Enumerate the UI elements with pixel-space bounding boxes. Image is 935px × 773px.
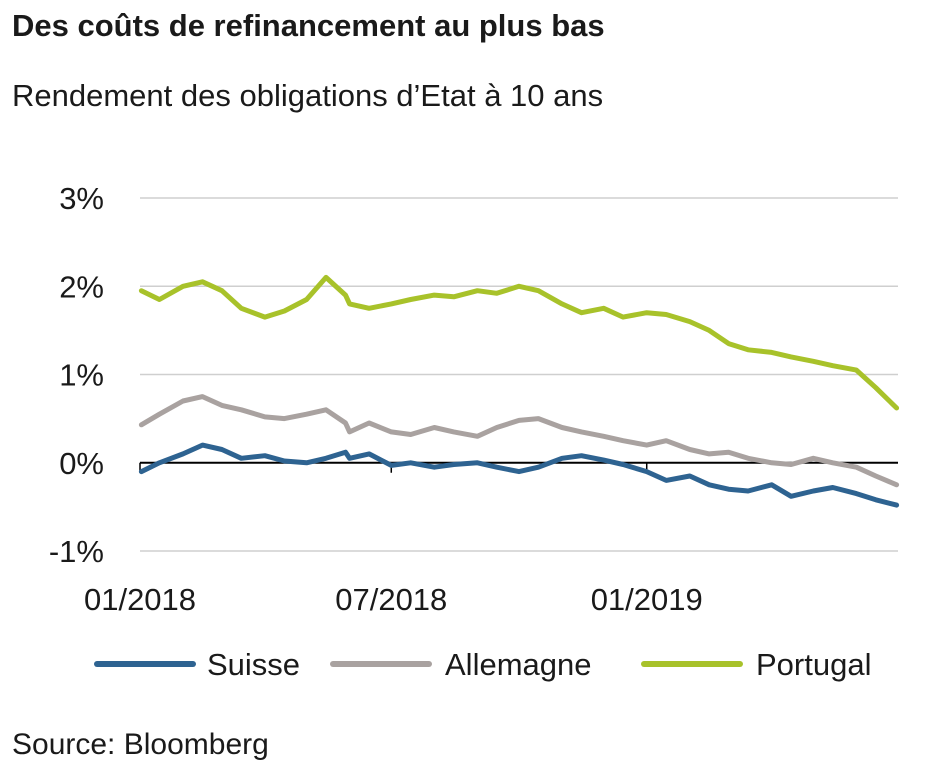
series-lines [138,274,900,508]
legend-label-portugal: Portugal [756,647,871,682]
x-tick-label: 01/2018 [84,582,196,617]
axes: 3% 2% 1% 0% -1% 01/2018 07/2018 01/2019 [49,181,898,617]
series-line-portugal [138,274,900,411]
series-line-allemagne [138,394,900,488]
chart-subtitle: Rendement des obligations d’Etat à 10 an… [12,78,604,113]
legend-label-allemagne: Allemagne [445,647,591,682]
chart-title: Des coûts de refinancement au plus bas [12,8,605,43]
series-line-suisse [138,442,900,508]
grid-lines [140,197,898,552]
y-tick-label: 0% [59,446,104,481]
y-tick-label: -1% [49,534,104,569]
source-note: Source: Bloomberg [12,728,269,761]
x-tick-label: 01/2019 [591,582,703,617]
x-tick-label: 07/2018 [335,582,447,617]
legend: Suisse Allemagne Portugal [94,647,871,682]
y-tick-label: 1% [59,358,104,393]
y-tick-label: 3% [59,181,104,216]
y-tick-label: 2% [59,269,104,304]
legend-label-suisse: Suisse [207,647,300,682]
